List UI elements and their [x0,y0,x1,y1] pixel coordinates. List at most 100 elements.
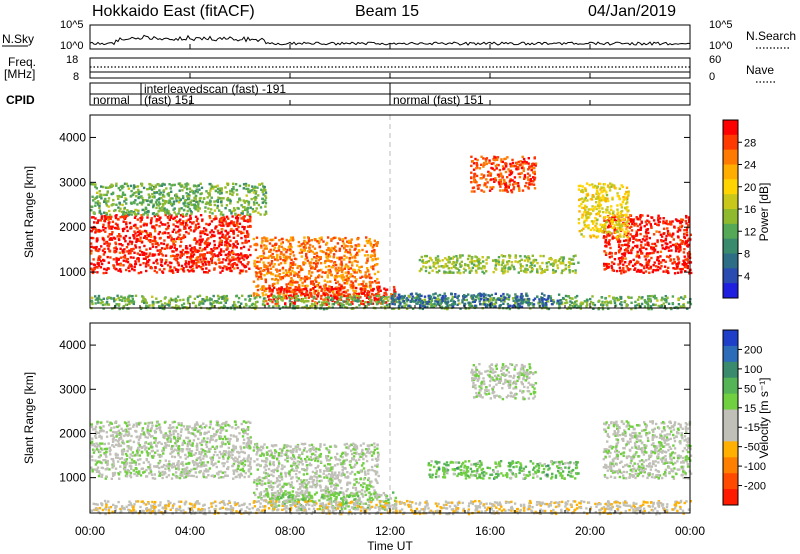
data-cell [216,206,219,210]
data-cell [262,256,266,259]
data-cell [517,271,520,274]
data-cell [267,261,270,265]
data-cell [405,303,408,306]
data-cell [514,298,518,301]
data-cell [370,244,373,247]
data-cell [574,296,577,299]
data-cell [253,196,256,200]
data-cell [247,239,250,243]
data-cell [347,251,350,254]
data-cell [380,306,383,309]
data-cell [392,285,396,289]
data-cell [668,232,671,235]
data-cell [527,157,530,160]
data-cell [550,258,553,261]
data-cell [333,276,336,279]
data-cell [128,265,131,268]
data-cell [494,301,498,304]
data-cell [360,265,363,268]
data-cell [143,301,146,305]
data-cell [134,226,138,229]
data-cell [285,271,289,275]
data-cell [376,257,380,260]
data-cell [203,271,206,274]
data-cell [163,183,166,186]
data-cell [308,247,311,250]
data-cell [252,280,256,283]
data-cell [91,205,94,209]
data-cell [453,302,456,306]
data-cell [161,232,164,235]
data-cell [589,297,592,301]
data-cell [94,227,97,230]
data-cell [271,277,274,281]
data-cell [644,270,648,273]
data-cell [401,296,404,300]
data-cell [99,260,103,263]
data-cell [503,255,507,258]
data-cell [288,239,292,242]
data-cell [506,270,509,273]
data-cell [685,222,688,225]
data-cell [306,293,309,297]
data-cell [230,269,233,273]
data-cell [113,300,116,303]
data-cell [309,249,313,253]
data-cell [178,189,181,192]
data-cell [521,155,524,159]
data-cell [133,269,136,272]
data-cell [627,244,631,248]
data-cell [556,264,559,267]
data-cell [218,251,221,254]
data-cell [187,197,191,200]
data-cell [118,195,122,198]
data-cell [210,196,213,199]
data-cell [604,251,608,255]
data-cell [338,256,341,259]
data-cell [237,225,240,229]
data-cell [312,282,316,286]
data-cell [315,257,318,260]
data-cell [277,263,281,266]
data-cell [441,298,444,301]
data-cell [332,247,336,250]
data-cell [187,296,190,300]
data-cell [186,187,189,191]
data-cell [213,267,216,270]
data-cell [90,236,93,240]
data-cell [115,303,118,306]
data-cell [342,300,345,303]
data-cell [148,304,151,307]
data-cell [171,250,174,253]
data-cell [427,260,430,263]
data-cell [420,300,424,303]
data-cell [159,193,162,196]
data-cell [384,297,387,300]
data-cell [680,296,683,299]
data-cell [371,246,375,249]
data-cell [180,237,183,240]
data-cell [589,300,593,304]
data-cell [140,184,144,187]
data-cell [513,180,516,184]
data-cell [132,247,135,251]
data-cell [161,304,164,307]
data-cell [437,300,441,303]
data-cell [293,257,297,260]
data-cell [552,263,556,266]
data-cell [343,258,346,261]
data-cell [277,294,280,298]
data-cell [239,199,242,202]
data-cell [645,247,648,251]
data-cell [365,282,368,286]
data-cell [533,170,536,173]
data-cell [181,189,184,192]
data-cell [139,232,143,236]
data-cell [605,300,608,303]
data-cell [221,235,224,239]
data-cell [652,303,655,306]
data-cell [261,292,264,295]
data-cell [227,199,230,202]
beam-label: Beam 15 [355,3,419,20]
data-cell [515,167,518,171]
